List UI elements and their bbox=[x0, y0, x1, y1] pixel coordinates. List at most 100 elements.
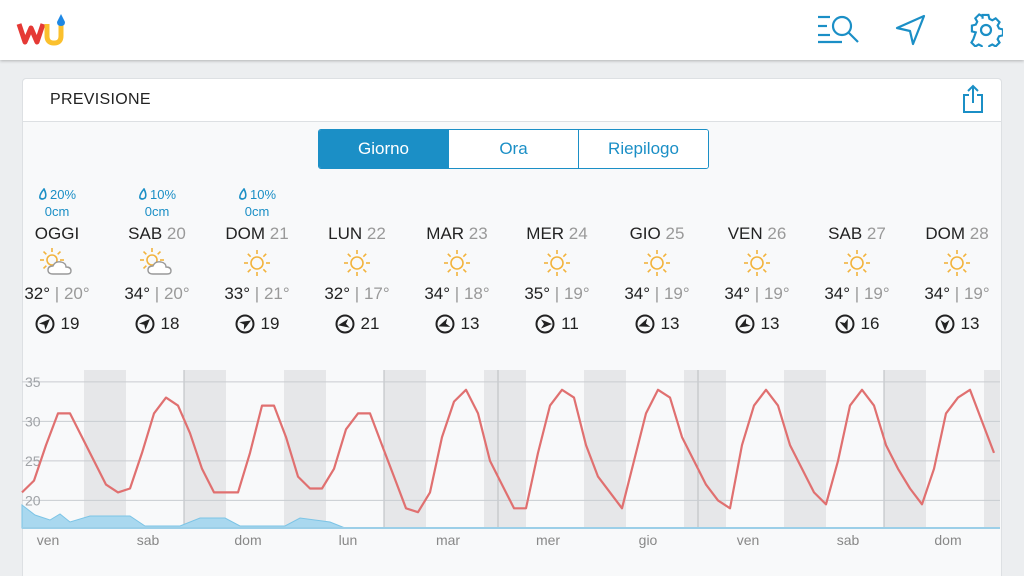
high-temp: 32° bbox=[324, 284, 351, 303]
location-icon[interactable] bbox=[894, 13, 928, 47]
sun-ray bbox=[362, 253, 367, 258]
high-temp: 33° bbox=[224, 284, 251, 303]
sun-ray bbox=[762, 268, 767, 273]
sun-ray bbox=[447, 253, 452, 258]
precip-percent: 10% bbox=[149, 187, 177, 202]
weather-icon bbox=[107, 246, 207, 282]
wind-speed: 16 bbox=[860, 314, 880, 333]
day-column: MER 24 35° | 19° 11 bbox=[507, 186, 607, 334]
sun-ray bbox=[142, 250, 147, 255]
search-list-icon[interactable] bbox=[816, 12, 860, 46]
sun-core bbox=[650, 256, 664, 270]
cloud bbox=[147, 261, 172, 275]
day-name: DOM 21 bbox=[207, 224, 307, 244]
day-column: 10% 0cm DOM 21 33° | 21° 19 bbox=[207, 186, 307, 334]
sun-ray bbox=[547, 253, 552, 258]
wind-speed: 13 bbox=[660, 314, 680, 333]
wind-icon bbox=[235, 314, 255, 334]
sun-ray bbox=[57, 250, 62, 255]
day-name: OGGI bbox=[7, 224, 107, 244]
cloud bbox=[47, 261, 72, 275]
sun-ray bbox=[862, 253, 867, 258]
card-header: PREVISIONE bbox=[23, 79, 1001, 122]
tab[interactable]: Riepilogo bbox=[578, 130, 708, 168]
day-column: DOM 28 34° | 19° 13 bbox=[907, 186, 1007, 334]
low-temp: 19° bbox=[663, 284, 690, 303]
precip bbox=[307, 186, 407, 220]
day-label: GIO bbox=[629, 224, 661, 243]
wind-speed: 18 bbox=[160, 314, 180, 333]
partly-cloudy-icon bbox=[140, 248, 172, 275]
sun-ray bbox=[347, 253, 352, 258]
precip bbox=[707, 186, 807, 220]
wind-speed: 21 bbox=[360, 314, 380, 333]
precip-amount: 0cm bbox=[144, 204, 170, 219]
logo[interactable] bbox=[16, 12, 76, 52]
drop bbox=[39, 187, 47, 200]
day-label: OGGI bbox=[34, 224, 80, 243]
sun-core bbox=[850, 256, 864, 270]
separator: | bbox=[650, 284, 664, 303]
sun-ray bbox=[647, 268, 652, 273]
high-temp: 35° bbox=[524, 284, 551, 303]
sun-ray bbox=[562, 268, 567, 273]
sun-ray bbox=[662, 268, 667, 273]
sunny-icon bbox=[344, 250, 370, 276]
tab[interactable]: Ora bbox=[448, 130, 578, 168]
sunny-icon bbox=[644, 250, 670, 276]
wind-speed: 11 bbox=[561, 314, 579, 333]
sun-ray bbox=[747, 253, 752, 258]
wind-arrow bbox=[138, 319, 150, 331]
temps: 33° | 21° bbox=[207, 284, 307, 304]
settings-icon[interactable] bbox=[969, 13, 1003, 47]
low-temp: 20° bbox=[63, 284, 90, 303]
high-temp: 34° bbox=[824, 284, 851, 303]
day-name: MER 24 bbox=[507, 224, 607, 244]
sunny-icon bbox=[544, 250, 570, 276]
sun-ray bbox=[247, 253, 252, 258]
low-temp: 18° bbox=[463, 284, 490, 303]
wind: 13 bbox=[607, 314, 707, 334]
share-icon[interactable] bbox=[961, 84, 985, 114]
wind-icon bbox=[135, 314, 155, 334]
tab[interactable]: Giorno bbox=[319, 130, 448, 168]
day-name: GIO 25 bbox=[607, 224, 707, 244]
low-temp: 19° bbox=[963, 284, 990, 303]
separator: | bbox=[450, 284, 464, 303]
precip bbox=[607, 186, 707, 220]
low-temp: 20° bbox=[163, 284, 190, 303]
day-column: VEN 26 34° | 19° 13 bbox=[707, 186, 807, 334]
day-label: MAR bbox=[426, 224, 465, 243]
high-temp: 34° bbox=[424, 284, 451, 303]
wind-icon bbox=[735, 314, 755, 334]
sun-ray bbox=[947, 253, 952, 258]
day-column: 10% 0cm SAB 20 34° | 20° 18 bbox=[107, 186, 207, 334]
high-temp: 34° bbox=[624, 284, 651, 303]
sun-ray bbox=[547, 268, 552, 273]
precip bbox=[507, 186, 607, 220]
sun-ray bbox=[262, 253, 267, 258]
day-label: DOM bbox=[225, 224, 265, 243]
wind: 13 bbox=[907, 314, 1007, 334]
separator: | bbox=[50, 284, 64, 303]
sun-ray bbox=[847, 268, 852, 273]
day-name: VEN 26 bbox=[707, 224, 807, 244]
sun-core bbox=[146, 254, 158, 266]
separator: | bbox=[150, 284, 164, 303]
drop-icon bbox=[139, 187, 147, 200]
day-label: SAB bbox=[828, 224, 863, 243]
day-label: DOM bbox=[925, 224, 965, 243]
sun-ray bbox=[247, 268, 252, 273]
drop-icon bbox=[239, 187, 247, 200]
drop-icon bbox=[39, 187, 47, 200]
day-column: LUN 22 32° | 17° 21 bbox=[307, 186, 407, 334]
temps: 32° | 17° bbox=[307, 284, 407, 304]
wind-speed: 19 bbox=[60, 314, 80, 333]
day-date: 21 bbox=[269, 224, 289, 243]
sun-ray bbox=[142, 265, 147, 270]
temps: 34° | 20° bbox=[107, 284, 207, 304]
wind-icon bbox=[535, 314, 555, 334]
high-temp: 32° bbox=[24, 284, 51, 303]
wind: 21 bbox=[307, 314, 407, 334]
